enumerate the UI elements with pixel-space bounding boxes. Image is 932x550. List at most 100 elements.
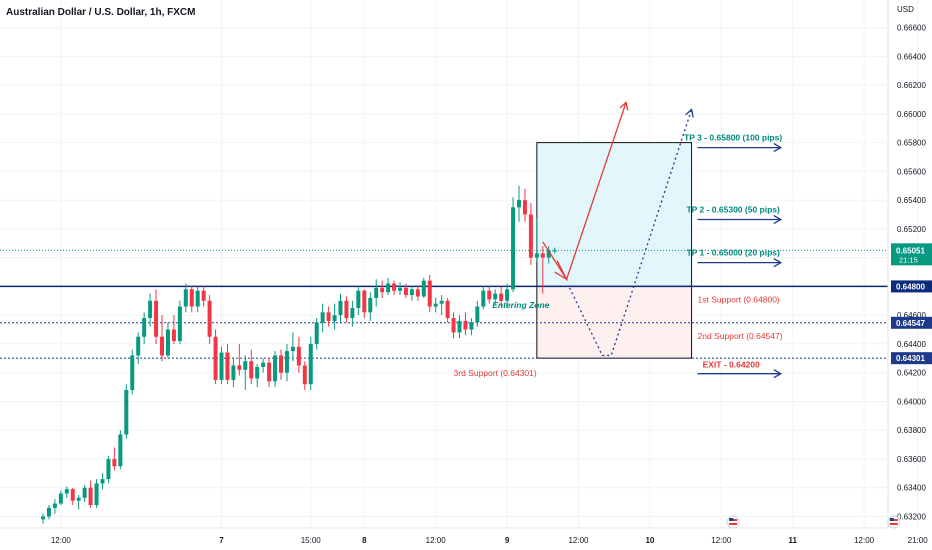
candle-body [267,362,272,382]
candle-body [52,503,57,508]
candle-body [380,287,385,293]
candle [195,286,200,313]
support-label-2: 2nd Support (0.64547) [698,331,783,341]
candle [46,504,51,520]
price-tick-label: 0.64000 [897,397,926,406]
candle [213,329,218,385]
price-tick-label: 0.63800 [897,426,926,435]
candle [41,513,45,524]
risk-zone [536,285,693,359]
candles [41,185,557,524]
time-tick-label: 8 [362,536,367,545]
candle-body [94,483,99,505]
candle [279,349,283,380]
level-badge-text-1: 0.64547 [896,319,925,328]
candle-body [457,320,462,333]
position-zones [536,142,693,359]
candle [207,295,212,344]
last-price-text: 0.65051 [896,246,925,255]
candle-body [284,351,289,373]
candle-body [308,343,313,385]
price-tick-label: 0.64600 [897,311,926,320]
candle-body [148,300,153,319]
candle [112,447,117,471]
candle-body [195,290,200,307]
candle [118,430,123,470]
candle [189,286,194,313]
candle [290,332,295,362]
candle-body [160,336,164,356]
candle-body [201,290,206,301]
candle [517,185,521,222]
drawings[interactable] [542,101,783,379]
candle [183,283,188,313]
candle [255,364,260,388]
candle [427,274,432,313]
candle [433,297,438,313]
exit-label: EXIT - 0.64200 [703,360,760,370]
candle [314,318,319,350]
candle [552,247,557,254]
candle-body [314,322,319,344]
candle [415,286,420,301]
candle [267,358,272,388]
candle [219,346,224,385]
time-tick-label: 12:00 [711,536,732,545]
candle-body [338,300,343,316]
candle [445,297,450,323]
candle-body [70,489,75,501]
candle-body [499,293,504,301]
candle [160,315,164,362]
candle [177,300,182,344]
price-levels[interactable] [0,249,888,359]
candle-body [64,489,69,494]
candle-body [398,287,402,291]
candle [171,315,176,344]
time-axis[interactable]: 12:00 7 15:00 8 12:00 9 12:00 10 12:00 11 12:00 21:… [0,515,932,545]
candle-body [154,300,159,337]
price-tick-label: 0.65200 [897,225,926,234]
candle-body [368,297,373,313]
price-tick-label: 0.65600 [897,167,926,176]
candle-body [100,479,105,484]
level-badge-2 [891,352,932,365]
level-badge-1 [891,316,932,329]
candle [124,384,129,439]
candle [362,289,367,319]
candle [481,286,486,310]
entry-arrowhead [554,260,569,281]
candle-body [427,280,432,307]
price-tick-label: 0.63400 [897,484,926,493]
candle [165,322,170,359]
tp-label-3: TP 3 - 0.65800 (100 pips) [684,133,782,143]
candle-body [76,497,81,501]
candle [225,343,230,385]
price-tick-label: 0.66400 [897,52,926,61]
candle-body [124,389,129,435]
candle [493,289,498,306]
time-tick-label: 10 [645,536,654,545]
candle [522,188,527,222]
candle [344,296,349,323]
profit-zone [536,142,693,287]
candle-body [320,312,325,323]
time-tick-label: 15:00 [301,536,322,545]
candle-body [439,300,444,304]
support-label-1: 1st Support (0.64800) [698,294,780,304]
candle-body [511,207,516,290]
candle [451,312,456,339]
tp-label-2: TP 2 - 0.65300 (50 pips) [686,205,780,215]
candle [326,306,331,327]
us-flag-icon [887,515,901,529]
candle [249,349,254,385]
candle-body [409,289,414,296]
price-axis[interactable]: 0.66600 0.66400 0.66200 0.66000 0.65800 0.656… [887,0,932,528]
candle [528,203,533,265]
candle [130,349,135,395]
candle-body [237,365,242,370]
candle-body [106,458,111,480]
candle-body [487,290,492,300]
candle [76,494,81,510]
